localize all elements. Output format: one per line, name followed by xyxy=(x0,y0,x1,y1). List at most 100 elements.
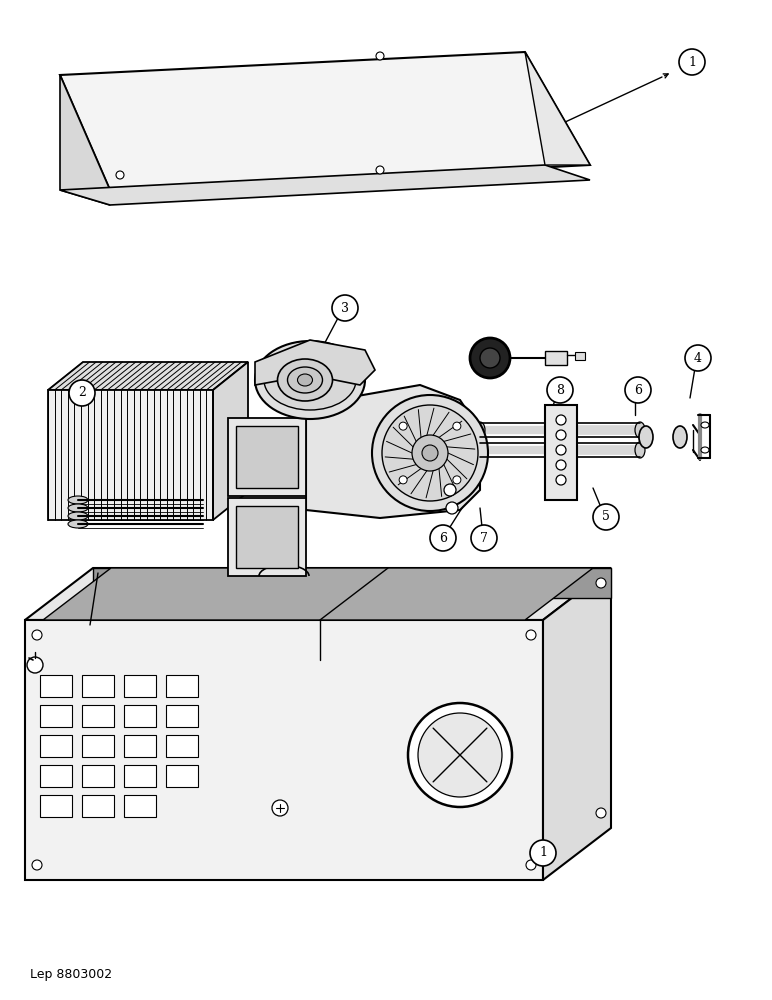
Bar xyxy=(124,795,156,817)
Bar xyxy=(166,675,198,697)
Polygon shape xyxy=(545,405,577,500)
Circle shape xyxy=(27,657,43,673)
Text: 4: 4 xyxy=(694,352,702,364)
Polygon shape xyxy=(525,52,590,165)
Circle shape xyxy=(679,49,705,75)
Bar xyxy=(545,351,567,365)
Bar xyxy=(124,675,156,697)
Bar xyxy=(166,735,198,757)
Circle shape xyxy=(526,860,536,870)
Circle shape xyxy=(556,460,566,470)
Circle shape xyxy=(332,295,358,321)
Bar xyxy=(82,705,114,727)
Polygon shape xyxy=(306,385,480,518)
Polygon shape xyxy=(213,362,248,520)
Text: Lep 8803002: Lep 8803002 xyxy=(30,968,112,981)
Polygon shape xyxy=(543,568,611,880)
Circle shape xyxy=(547,377,573,403)
Circle shape xyxy=(422,445,438,461)
Ellipse shape xyxy=(701,447,709,453)
Circle shape xyxy=(372,395,488,511)
Bar xyxy=(124,705,156,727)
Circle shape xyxy=(530,840,556,866)
Ellipse shape xyxy=(475,442,485,458)
Bar xyxy=(166,765,198,787)
Text: 5: 5 xyxy=(602,510,610,524)
Circle shape xyxy=(382,405,478,501)
Bar xyxy=(236,506,298,568)
Text: 8: 8 xyxy=(556,383,564,396)
Ellipse shape xyxy=(68,496,88,504)
Polygon shape xyxy=(48,362,248,390)
Ellipse shape xyxy=(701,422,709,428)
Polygon shape xyxy=(228,418,306,496)
Bar xyxy=(124,735,156,757)
Circle shape xyxy=(116,171,124,179)
Bar xyxy=(40,765,72,787)
Circle shape xyxy=(526,630,536,640)
Circle shape xyxy=(444,484,456,496)
Polygon shape xyxy=(93,568,611,598)
Bar xyxy=(82,765,114,787)
Ellipse shape xyxy=(639,426,653,448)
Circle shape xyxy=(470,338,510,378)
Text: 2: 2 xyxy=(78,386,86,399)
Circle shape xyxy=(446,502,458,514)
Circle shape xyxy=(480,348,500,368)
Circle shape xyxy=(430,525,456,551)
Polygon shape xyxy=(43,568,593,620)
Circle shape xyxy=(418,713,502,797)
Polygon shape xyxy=(60,52,590,190)
Circle shape xyxy=(408,703,512,807)
Text: 1: 1 xyxy=(539,846,547,859)
Bar xyxy=(124,765,156,787)
Bar xyxy=(82,735,114,757)
Circle shape xyxy=(596,808,606,818)
Ellipse shape xyxy=(277,359,333,401)
Circle shape xyxy=(376,166,384,174)
Circle shape xyxy=(412,435,448,471)
Bar xyxy=(236,426,298,488)
Polygon shape xyxy=(255,340,375,385)
Ellipse shape xyxy=(635,442,645,458)
Circle shape xyxy=(272,800,288,816)
Circle shape xyxy=(453,422,461,430)
Bar xyxy=(40,795,72,817)
Circle shape xyxy=(32,630,42,640)
Ellipse shape xyxy=(475,422,485,438)
Polygon shape xyxy=(25,568,611,620)
Circle shape xyxy=(685,345,711,371)
Polygon shape xyxy=(48,390,213,520)
Circle shape xyxy=(69,380,95,406)
Circle shape xyxy=(399,476,407,484)
Circle shape xyxy=(399,422,407,430)
Ellipse shape xyxy=(673,426,687,448)
Bar xyxy=(40,735,72,757)
Ellipse shape xyxy=(287,367,323,393)
Text: 3: 3 xyxy=(341,302,349,314)
Circle shape xyxy=(596,578,606,588)
Ellipse shape xyxy=(264,350,356,410)
Ellipse shape xyxy=(68,504,88,512)
Circle shape xyxy=(556,430,566,440)
Circle shape xyxy=(625,377,651,403)
Ellipse shape xyxy=(297,374,313,386)
Ellipse shape xyxy=(255,341,365,419)
Circle shape xyxy=(556,475,566,485)
Text: 6: 6 xyxy=(439,532,447,544)
Bar xyxy=(82,795,114,817)
Circle shape xyxy=(556,415,566,425)
Ellipse shape xyxy=(635,422,645,438)
Circle shape xyxy=(556,445,566,455)
Circle shape xyxy=(471,525,497,551)
Bar xyxy=(40,675,72,697)
Ellipse shape xyxy=(68,520,88,528)
Circle shape xyxy=(32,860,42,870)
Circle shape xyxy=(453,476,461,484)
Ellipse shape xyxy=(68,512,88,520)
Text: 6: 6 xyxy=(634,383,642,396)
Text: 1: 1 xyxy=(688,55,696,68)
Circle shape xyxy=(376,52,384,60)
Polygon shape xyxy=(60,165,590,205)
Polygon shape xyxy=(228,498,306,576)
